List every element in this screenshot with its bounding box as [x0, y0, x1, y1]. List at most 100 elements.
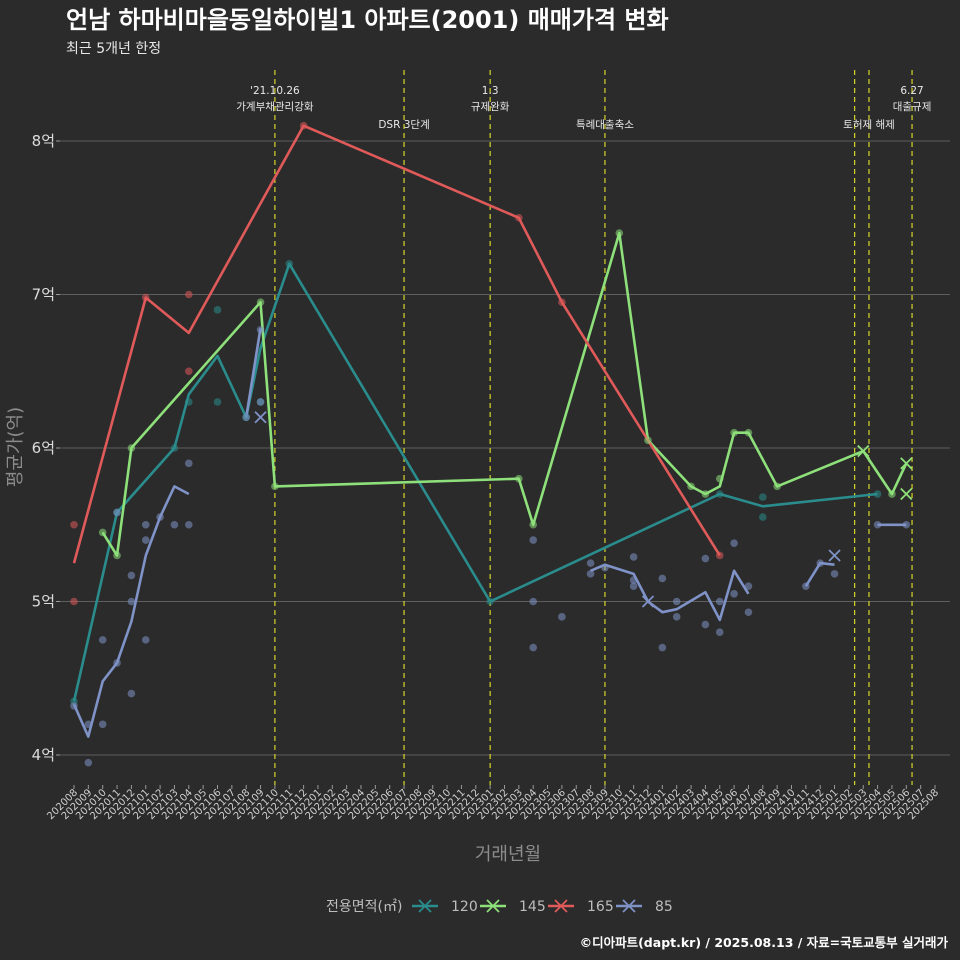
data-point-85 [730, 539, 738, 547]
cross-stroke [900, 457, 913, 470]
data-point-85 [113, 508, 121, 517]
data-point-165 [70, 597, 78, 606]
data-point-85 [256, 398, 265, 406]
data-point-165 [558, 298, 566, 306]
event-annotation: 토허제 해제 [843, 118, 895, 131]
data-point-85 [744, 608, 753, 617]
data-point-85 [658, 643, 667, 652]
legend-label: 145 [519, 899, 546, 915]
data-point-165 [515, 213, 523, 222]
legend-swatch-cross [554, 899, 568, 913]
event-annotation: 특례대출축소 [576, 119, 634, 131]
legend-label: 120 [451, 899, 478, 915]
data-point-85 [70, 702, 78, 710]
legend-title: 전용면적(㎡) [326, 899, 402, 915]
series-line-120 [72, 262, 878, 702]
data-point-165 [299, 121, 308, 130]
data-point-85 [98, 720, 107, 729]
data-point-85 [141, 636, 150, 644]
data-point-85 [701, 554, 710, 563]
data-point-165 [70, 520, 78, 529]
data-point-85 [730, 590, 738, 598]
data-point-85 [902, 520, 911, 529]
event-annotation: 규제완화 [471, 100, 510, 113]
cross-stroke [641, 595, 655, 608]
legend-item-85: 85 [616, 899, 673, 915]
data-point-145 [644, 436, 652, 445]
data-point-145 [715, 474, 724, 483]
cross-marker-145 [900, 457, 913, 470]
series-line-145 [101, 231, 908, 557]
cross-marker-145 [900, 487, 913, 501]
data-point-145 [687, 482, 695, 491]
y-tick-label: 4억 [32, 746, 55, 764]
cross-marker-85 [828, 549, 841, 562]
data-point-85 [113, 659, 121, 667]
data-point-165 [185, 290, 193, 299]
data-point-120 [486, 597, 494, 606]
data-point-120 [170, 444, 179, 452]
data-point-145 [888, 490, 896, 498]
legend: 전용면적(㎡) 120 145 165 85 [326, 899, 673, 915]
legend-swatch-cross [418, 899, 432, 913]
data-point-85 [185, 520, 193, 529]
data-point-120 [213, 306, 222, 314]
data-point-85 [629, 582, 638, 590]
x-axis-title: 거래년월 [475, 844, 541, 865]
event-annotation: 6.27 [900, 85, 923, 97]
data-point-85 [830, 570, 839, 578]
legend-item-120: 120 [412, 899, 478, 915]
data-point-85 [529, 643, 537, 652]
data-point-145 [744, 428, 753, 437]
data-point-85 [744, 582, 753, 590]
data-point-85 [658, 574, 667, 583]
data-point-145 [113, 551, 121, 560]
data-point-120 [759, 493, 767, 501]
data-point-85 [701, 620, 710, 629]
data-point-145 [127, 444, 136, 452]
y-axis-title: 평균가(억) [5, 407, 26, 487]
data-point-85 [127, 571, 136, 580]
event-annotation: DSR 3단계 [378, 119, 429, 131]
legend-label: 85 [655, 899, 673, 915]
data-point-85 [586, 559, 595, 567]
cross-stroke [254, 411, 267, 424]
event-annotation: '21.10.26 [250, 85, 300, 97]
data-point-85 [185, 459, 193, 468]
data-point-85 [672, 597, 681, 606]
cross-marker-145 [857, 444, 870, 458]
data-point-120 [185, 398, 193, 406]
data-point-85 [715, 597, 724, 606]
data-point-120 [759, 513, 767, 521]
data-point-85 [601, 563, 609, 572]
data-point-165 [715, 551, 724, 560]
data-point-85 [141, 520, 150, 529]
data-point-145 [529, 520, 537, 529]
legend-swatch-cross [622, 899, 636, 913]
chart-title: 언남 하마비마을동일하이빌1 아파트(2001) 매매가격 변화 [66, 6, 669, 34]
data-point-145 [730, 428, 738, 437]
data-point-85 [802, 582, 810, 590]
cross-marker-85 [254, 411, 267, 424]
data-point-85 [715, 628, 724, 636]
data-point-85 [672, 613, 681, 621]
data-point-85 [242, 413, 250, 422]
data-point-85 [529, 597, 537, 606]
y-tick-label: 5억 [32, 593, 55, 611]
data-point-85 [586, 570, 595, 578]
cross-stroke [900, 487, 913, 501]
data-point-145 [615, 229, 624, 237]
data-point-85 [84, 720, 93, 729]
data-point-85 [84, 758, 93, 767]
data-point-85 [816, 559, 824, 567]
legend-item-145: 145 [480, 899, 546, 915]
chart-subtitle: 최근 5개년 한정 [66, 41, 161, 57]
cross-marker-85 [641, 595, 655, 608]
data-point-85 [156, 513, 164, 521]
caption: ©디아파트(dapt.kr) / 2025.08.13 / 자료=국토교통부 실… [580, 935, 949, 950]
data-point-85 [127, 597, 136, 606]
legend-swatch-cross [486, 899, 500, 913]
data-point-85 [98, 636, 107, 644]
